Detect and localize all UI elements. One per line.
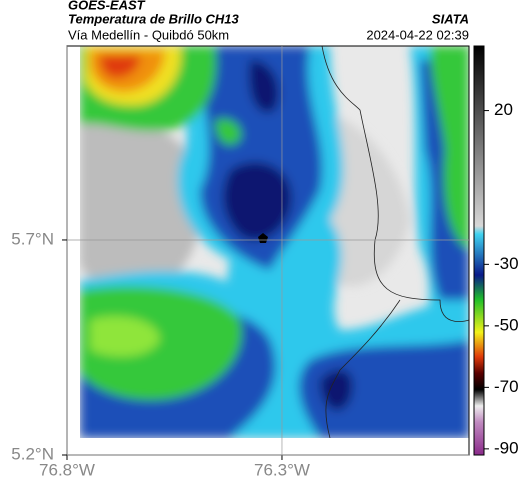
- colorbar: [473, 45, 485, 456]
- colorbar-label: 20: [494, 100, 513, 119]
- y-tick-label: 5.7°N: [11, 229, 54, 248]
- y-tick-label: 5.2°N: [11, 444, 54, 463]
- location-marker: [258, 233, 268, 243]
- subtitle: Temperatura de Brillo CH13: [68, 11, 240, 26]
- colorbar-label: -50: [494, 315, 519, 334]
- satellite-image: [80, 46, 469, 438]
- location: Vía Medellín - Quibdó 50km: [68, 27, 229, 42]
- colorbar-label: -30: [494, 254, 519, 273]
- datetime: 2024-04-22 02:39: [366, 27, 469, 42]
- colorbar-label: -70: [494, 377, 519, 396]
- x-tick-label: 76.3°W: [254, 460, 310, 479]
- axes: 76.8°W 76.3°W 5.2°N 5.7°N 20 -30 -50 -70 -90: [11, 46, 519, 479]
- x-tick-label: 76.8°W: [39, 460, 95, 479]
- colorbar-label: -90: [494, 438, 519, 457]
- source: SIATA: [432, 11, 469, 26]
- title: GOES-EAST: [68, 0, 146, 12]
